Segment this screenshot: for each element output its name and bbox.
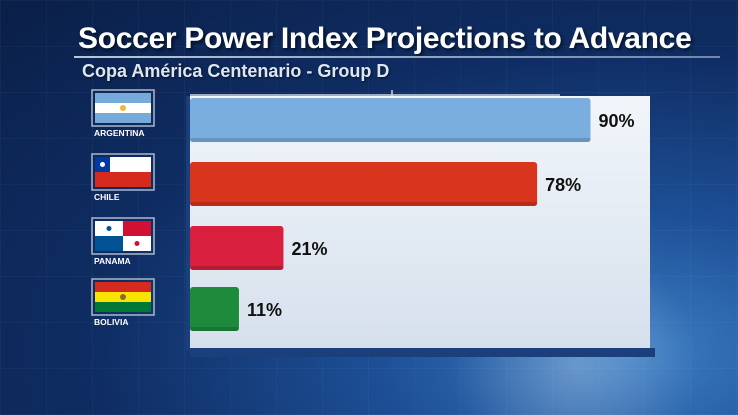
country-label-panama: PANAMA — [94, 256, 131, 266]
bar-shadow-argentina — [190, 138, 591, 142]
bar-argentina — [190, 98, 591, 142]
country-label-chile: CHILE — [94, 192, 120, 202]
chart-title: Soccer Power Index Projections to Advanc… — [78, 22, 692, 55]
country-label-bolivia: BOLIVIA — [94, 317, 128, 327]
bar-chile — [190, 162, 538, 206]
bar-bolivia — [190, 287, 239, 331]
chile-flag-icon — [91, 153, 155, 191]
panama-flag-icon — [91, 217, 155, 255]
chart-subtitle: Copa América Centenario - Group D — [82, 61, 390, 81]
bar-panama — [190, 226, 284, 270]
value-label-bolivia: 11% — [247, 300, 282, 320]
country-label-argentina: ARGENTINA — [94, 128, 145, 138]
title-divider — [74, 56, 720, 58]
value-label-argentina: 90% — [599, 111, 635, 131]
value-label-chile: 78% — [545, 175, 581, 195]
value-label-panama: 21% — [291, 239, 327, 259]
bar-shadow-panama — [190, 266, 284, 270]
bolivia-flag-icon — [91, 278, 155, 316]
chart-base — [190, 348, 655, 357]
bar-shadow-chile — [190, 202, 538, 206]
argentina-flag-icon — [91, 89, 155, 127]
bar-shadow-bolivia — [190, 327, 239, 331]
chart-axis — [186, 96, 190, 351]
